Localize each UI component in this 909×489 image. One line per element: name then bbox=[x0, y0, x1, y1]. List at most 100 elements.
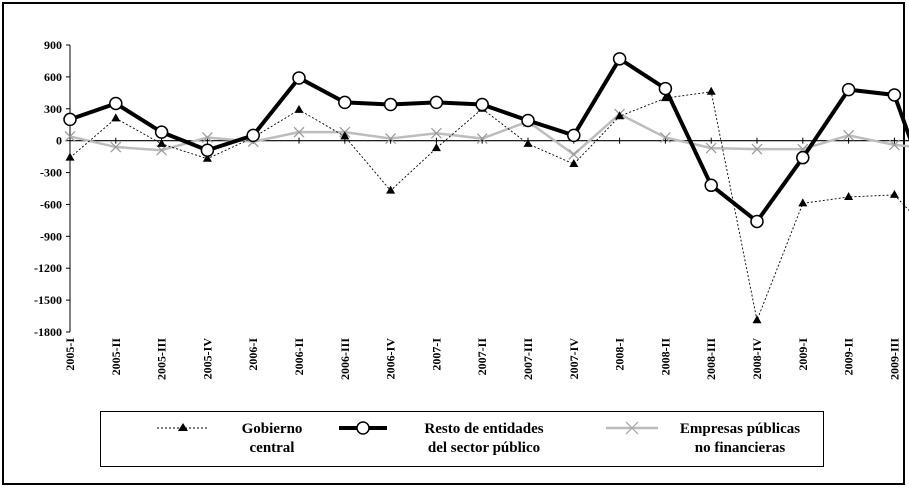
data-point-x-stroke bbox=[293, 126, 305, 138]
data-point-circle bbox=[383, 97, 398, 112]
data-point-circle bbox=[292, 71, 306, 85]
data-point-circle bbox=[338, 95, 352, 110]
x-tick-label: 2005-IV bbox=[200, 338, 214, 380]
data-point-circle bbox=[521, 113, 535, 128]
data-point-triangle bbox=[65, 152, 75, 161]
data-point-x-stroke bbox=[705, 142, 717, 154]
x-tick-label: 2007-III bbox=[521, 338, 535, 380]
data-point-triangle bbox=[615, 111, 625, 120]
data-point-circle bbox=[658, 81, 673, 96]
data-point-triangle bbox=[660, 93, 670, 102]
y-tick-label: 0 bbox=[56, 134, 62, 148]
x-tick-label: 2008-III bbox=[704, 338, 718, 380]
data-point-circle bbox=[612, 52, 627, 66]
data-point-triangle bbox=[889, 189, 899, 198]
data-point-x bbox=[201, 132, 213, 143]
legend-swatch-circle bbox=[339, 421, 387, 435]
legend-item-gobierno: Gobierno central bbox=[153, 418, 343, 462]
data-point-x bbox=[705, 142, 717, 154]
data-point-x-stroke bbox=[843, 129, 855, 141]
data-point-x bbox=[751, 143, 763, 155]
data-point-triangle bbox=[340, 131, 350, 140]
data-point-x-stroke bbox=[888, 139, 900, 151]
legend-label-gobierno: Gobierno central bbox=[241, 421, 303, 456]
data-point-x-stroke bbox=[201, 132, 213, 143]
data-point-x-stroke bbox=[430, 127, 442, 139]
data-point-triangle bbox=[844, 192, 854, 201]
y-tick-label: 300 bbox=[44, 102, 62, 116]
data-point-x bbox=[64, 130, 76, 142]
x-tick-label: 2005-II bbox=[109, 338, 123, 376]
data-point-triangle bbox=[111, 113, 121, 122]
y-axis: 900 600 300 0 -300 -600 -900 -1200 -1500 -1800 bbox=[34, 38, 71, 339]
data-point-x bbox=[385, 133, 397, 144]
y-tick-label: 600 bbox=[44, 70, 62, 84]
data-point-x-stroke bbox=[659, 132, 671, 143]
data-point-circle bbox=[246, 128, 260, 143]
data-point-x bbox=[293, 126, 305, 138]
data-point-x bbox=[156, 144, 168, 156]
data-point-x bbox=[476, 133, 488, 144]
y-tick-label: -1800 bbox=[34, 325, 62, 339]
x-tick-label: 2007-II bbox=[475, 338, 489, 376]
data-point-circle bbox=[109, 96, 123, 111]
y-tick-label: -1200 bbox=[34, 261, 62, 275]
data-point-circle bbox=[154, 125, 169, 139]
data-point-x bbox=[843, 129, 855, 141]
data-point-circle bbox=[567, 128, 581, 143]
data-point-x-stroke bbox=[568, 149, 580, 160]
series-line-triangle bbox=[69, 91, 909, 322]
x-axis: 2005-I 2005-II 2005-III 2005-IV 2006-I 2006-I… bbox=[63, 137, 909, 380]
x-tick-label: 2009-III bbox=[887, 338, 901, 380]
data-point-circle bbox=[887, 88, 902, 102]
legend-label-empresas: Empresas públicas no financieras bbox=[679, 421, 801, 456]
y-tick-label: -300 bbox=[40, 166, 62, 180]
data-point-x-stroke bbox=[110, 141, 122, 153]
series-line-x bbox=[69, 112, 909, 157]
x-tick-label: 2005-III bbox=[155, 338, 169, 380]
legend-swatch-x bbox=[606, 421, 658, 435]
series-group bbox=[63, 52, 909, 324]
x-tick-label: 2006-III bbox=[338, 338, 352, 380]
data-point-triangle bbox=[706, 86, 716, 95]
y-tick-label: -900 bbox=[40, 229, 62, 243]
data-point-x bbox=[888, 139, 900, 151]
data-point-triangle bbox=[752, 315, 762, 324]
y-tick-label: -600 bbox=[40, 197, 62, 211]
data-point-x bbox=[659, 132, 671, 143]
x-tick-label: 2008-IV bbox=[750, 338, 764, 380]
data-point-circle bbox=[200, 143, 215, 157]
x-tick-label: 2008-I bbox=[613, 338, 627, 371]
x-tick-label: 2009-II bbox=[842, 338, 856, 376]
data-point-triangle bbox=[202, 153, 212, 162]
x-tick-label: 2009-I bbox=[796, 338, 810, 371]
data-point-circle bbox=[750, 214, 764, 229]
y-tick-label: 900 bbox=[44, 38, 62, 52]
data-point-triangle bbox=[386, 185, 396, 194]
data-point-circle bbox=[704, 178, 718, 193]
data-point-triangle bbox=[523, 138, 533, 147]
legend: Gobierno central Resto de entidades del … bbox=[100, 411, 824, 467]
data-point-x-stroke bbox=[385, 133, 397, 144]
data-point-x-stroke bbox=[751, 143, 763, 155]
x-tick-label: 2006-I bbox=[246, 338, 260, 371]
data-point-circle bbox=[796, 150, 810, 165]
legend-label-resto: Resto de entidades del sector público bbox=[424, 421, 544, 456]
x-tick-label: 2005-I bbox=[63, 338, 77, 371]
data-point-triangle bbox=[798, 198, 808, 207]
data-point-triangle bbox=[569, 159, 579, 168]
data-point-circle bbox=[841, 82, 856, 97]
data-point-x-stroke bbox=[476, 133, 488, 144]
data-point-triangle bbox=[431, 143, 441, 152]
x-tick-label: 2008-II bbox=[658, 338, 672, 376]
x-tick-label: 2006-II bbox=[292, 338, 306, 376]
x-tick-label: 2006-IV bbox=[384, 338, 398, 380]
legend-item-resto: Resto de entidades del sector público bbox=[337, 418, 582, 462]
x-tick-label: 2007-I bbox=[429, 338, 443, 371]
data-point-circle bbox=[63, 112, 77, 127]
series-line-circle bbox=[69, 56, 909, 224]
data-point-circle bbox=[475, 97, 489, 112]
data-point-x-stroke bbox=[156, 144, 168, 156]
